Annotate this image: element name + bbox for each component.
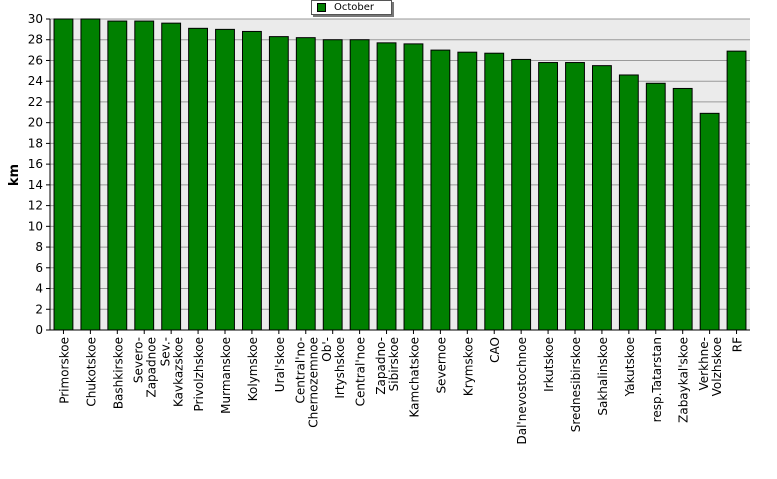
bar <box>188 27 208 331</box>
legend-swatch <box>317 3 326 12</box>
bar <box>295 37 316 331</box>
bar <box>699 112 720 331</box>
x-tick-label: Sev.- <box>159 337 173 366</box>
y-tick-label: 8 <box>35 240 43 254</box>
x-tick-label: Zabaykal'skoe <box>677 337 691 423</box>
bar <box>726 50 747 331</box>
bar <box>268 36 289 331</box>
x-tick-label: CAO <box>488 337 502 363</box>
legend-label: October <box>334 2 375 13</box>
bar <box>403 43 424 331</box>
y-tick-label: 22 <box>28 95 43 109</box>
x-tick-label: Primorskoe <box>57 337 71 404</box>
x-tick-label: Murmanskoe <box>219 337 233 414</box>
y-axis-label: km <box>7 164 22 186</box>
x-tick-label: Irkutskoe <box>542 337 556 392</box>
y-tick-label: 0 <box>35 323 43 337</box>
bar <box>349 39 370 331</box>
x-tick-label: Kolymskoe <box>246 337 260 401</box>
x-tick-label: Krymskoe <box>461 337 475 396</box>
legend: October <box>311 0 392 15</box>
bar <box>322 39 343 331</box>
x-tick-label: Sakhalinskoe <box>596 337 610 416</box>
bar <box>618 74 639 331</box>
x-tick-label: Zapadno- <box>374 337 388 395</box>
y-tick-label: 30 <box>28 12 43 26</box>
bar <box>592 65 612 331</box>
y-tick-label: 18 <box>28 136 43 150</box>
plot-area <box>50 19 750 330</box>
x-tick-label: resp.Tatarstan <box>650 337 664 422</box>
axes <box>49 19 750 331</box>
x-tick-label: Severnoe <box>434 337 448 394</box>
x-tick-label: Kamchatskoe <box>407 337 421 417</box>
bar <box>134 20 155 331</box>
y-tick-label: 16 <box>28 157 43 171</box>
x-tick-labels: Primorskoe Chukotskoe Bashkirskoe Severo- Za… <box>57 330 745 445</box>
bar <box>215 28 235 331</box>
y-tick-label: 26 <box>28 53 43 67</box>
x-tick-label: Privolzhskoe <box>192 337 206 411</box>
bar <box>107 20 128 331</box>
x-tick-label: Sibirskoe <box>387 337 401 391</box>
x-tick-label: Severo- <box>132 337 146 383</box>
y-tick-label: 10 <box>28 219 43 233</box>
y-tick-label: 6 <box>35 261 43 275</box>
y-tick-label: 20 <box>28 116 43 130</box>
x-tick-label: RF <box>731 337 745 352</box>
x-tick-label: Kavkazskoe <box>172 337 186 407</box>
x-tick-label: Srednesibirskoe <box>569 337 583 432</box>
bar <box>538 62 559 331</box>
bar <box>672 87 693 331</box>
bar <box>161 22 182 331</box>
bars <box>53 18 747 331</box>
x-tick-label: Chukotskoe <box>84 337 98 407</box>
x-tick-label: Ob'- <box>320 337 334 362</box>
x-tick-label: Bashkirskoe <box>111 337 125 409</box>
bar <box>484 52 505 331</box>
y-tick-label: 12 <box>28 199 43 213</box>
bar <box>376 42 397 331</box>
x-tick-label: Yakutskoe <box>623 337 637 397</box>
bar <box>645 82 666 331</box>
x-tick-label: Zapadnoe <box>145 337 159 398</box>
bar <box>80 18 101 331</box>
x-tick-label: Dal'nevostochnoe <box>515 337 529 445</box>
bar <box>242 30 262 331</box>
y-tick-label: 4 <box>35 282 43 296</box>
x-tick-label: Central'noe <box>354 337 368 406</box>
x-tick-label: Central'no- <box>293 337 307 404</box>
x-tick-label: Volzhskoe <box>710 337 724 396</box>
x-tick-label: Chernozemnoe <box>306 337 320 428</box>
x-tick-label: Verkhne- <box>697 337 711 390</box>
bar <box>457 51 478 331</box>
bar <box>511 58 532 331</box>
y-tick-label: 28 <box>28 33 43 47</box>
bar <box>430 49 451 331</box>
bar <box>53 18 74 331</box>
y-tick-label: 14 <box>28 178 43 192</box>
x-tick-label: Ural'skoe <box>273 337 287 392</box>
y-tick-label: 24 <box>28 74 43 88</box>
y-tick-label: 2 <box>35 302 43 316</box>
x-tick-label: Irtyshskoe <box>333 337 347 399</box>
bar <box>565 62 585 331</box>
